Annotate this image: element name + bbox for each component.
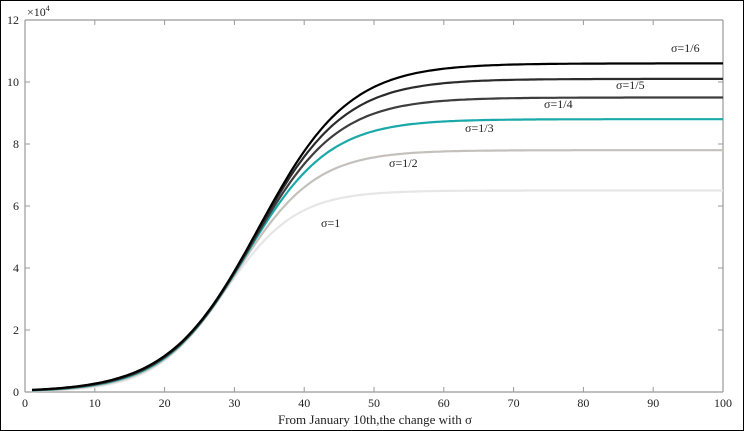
curve-σ=1/4 [31, 96, 723, 392]
x-tick-label: 70 [508, 396, 520, 410]
x-tick-label: 30 [228, 396, 240, 410]
y-tick-label: 10 [7, 75, 19, 89]
curve-label: σ=1/3 [465, 121, 494, 135]
x-tick-label: 80 [577, 396, 589, 410]
x-axis-label: From January 10th,the change with σ [278, 412, 472, 427]
y-tick-label: 0 [13, 385, 19, 399]
x-tick-label: 20 [159, 396, 171, 410]
curve-label: σ=1/6 [671, 41, 700, 55]
curve-label: σ=1/5 [616, 78, 645, 92]
y-tick-label: 4 [13, 261, 19, 275]
curve-label: σ=1/2 [389, 156, 418, 170]
curve-σ=1/6 [31, 62, 723, 391]
y-tick-label: 6 [13, 199, 19, 213]
x-tick-label: 0 [22, 396, 28, 410]
curve-σ=1 [31, 189, 723, 393]
ticks: 0 10 20 30 40 50 60 70 80 90 100 0 2 4 6 8 10 12 [7, 13, 732, 410]
curve-σ=1/5 [31, 77, 723, 392]
x-tick-label: 50 [368, 396, 380, 410]
y-tick-label: 8 [13, 137, 19, 151]
y-multiplier: ×104 [27, 4, 50, 19]
curve-σ=1/2 [31, 149, 723, 392]
curve-σ=1/3 [31, 118, 723, 392]
x-tick-label: 90 [647, 396, 659, 410]
axes [24, 19, 724, 393]
curve-label: σ=1/4 [544, 97, 573, 111]
x-tick-label: 10 [89, 396, 101, 410]
curve-label: σ=1 [321, 216, 340, 230]
x-tick-label: 60 [438, 396, 450, 410]
x-tick-label: 100 [714, 396, 732, 410]
x-tick-label: 40 [298, 396, 310, 410]
y-tick-label: 12 [7, 13, 19, 27]
curves [31, 62, 723, 393]
curve-labels: σ=1/6 σ=1/5 σ=1/4 σ=1/3 σ=1/2 σ=1 [321, 41, 700, 230]
y-tick-label: 2 [13, 323, 19, 337]
